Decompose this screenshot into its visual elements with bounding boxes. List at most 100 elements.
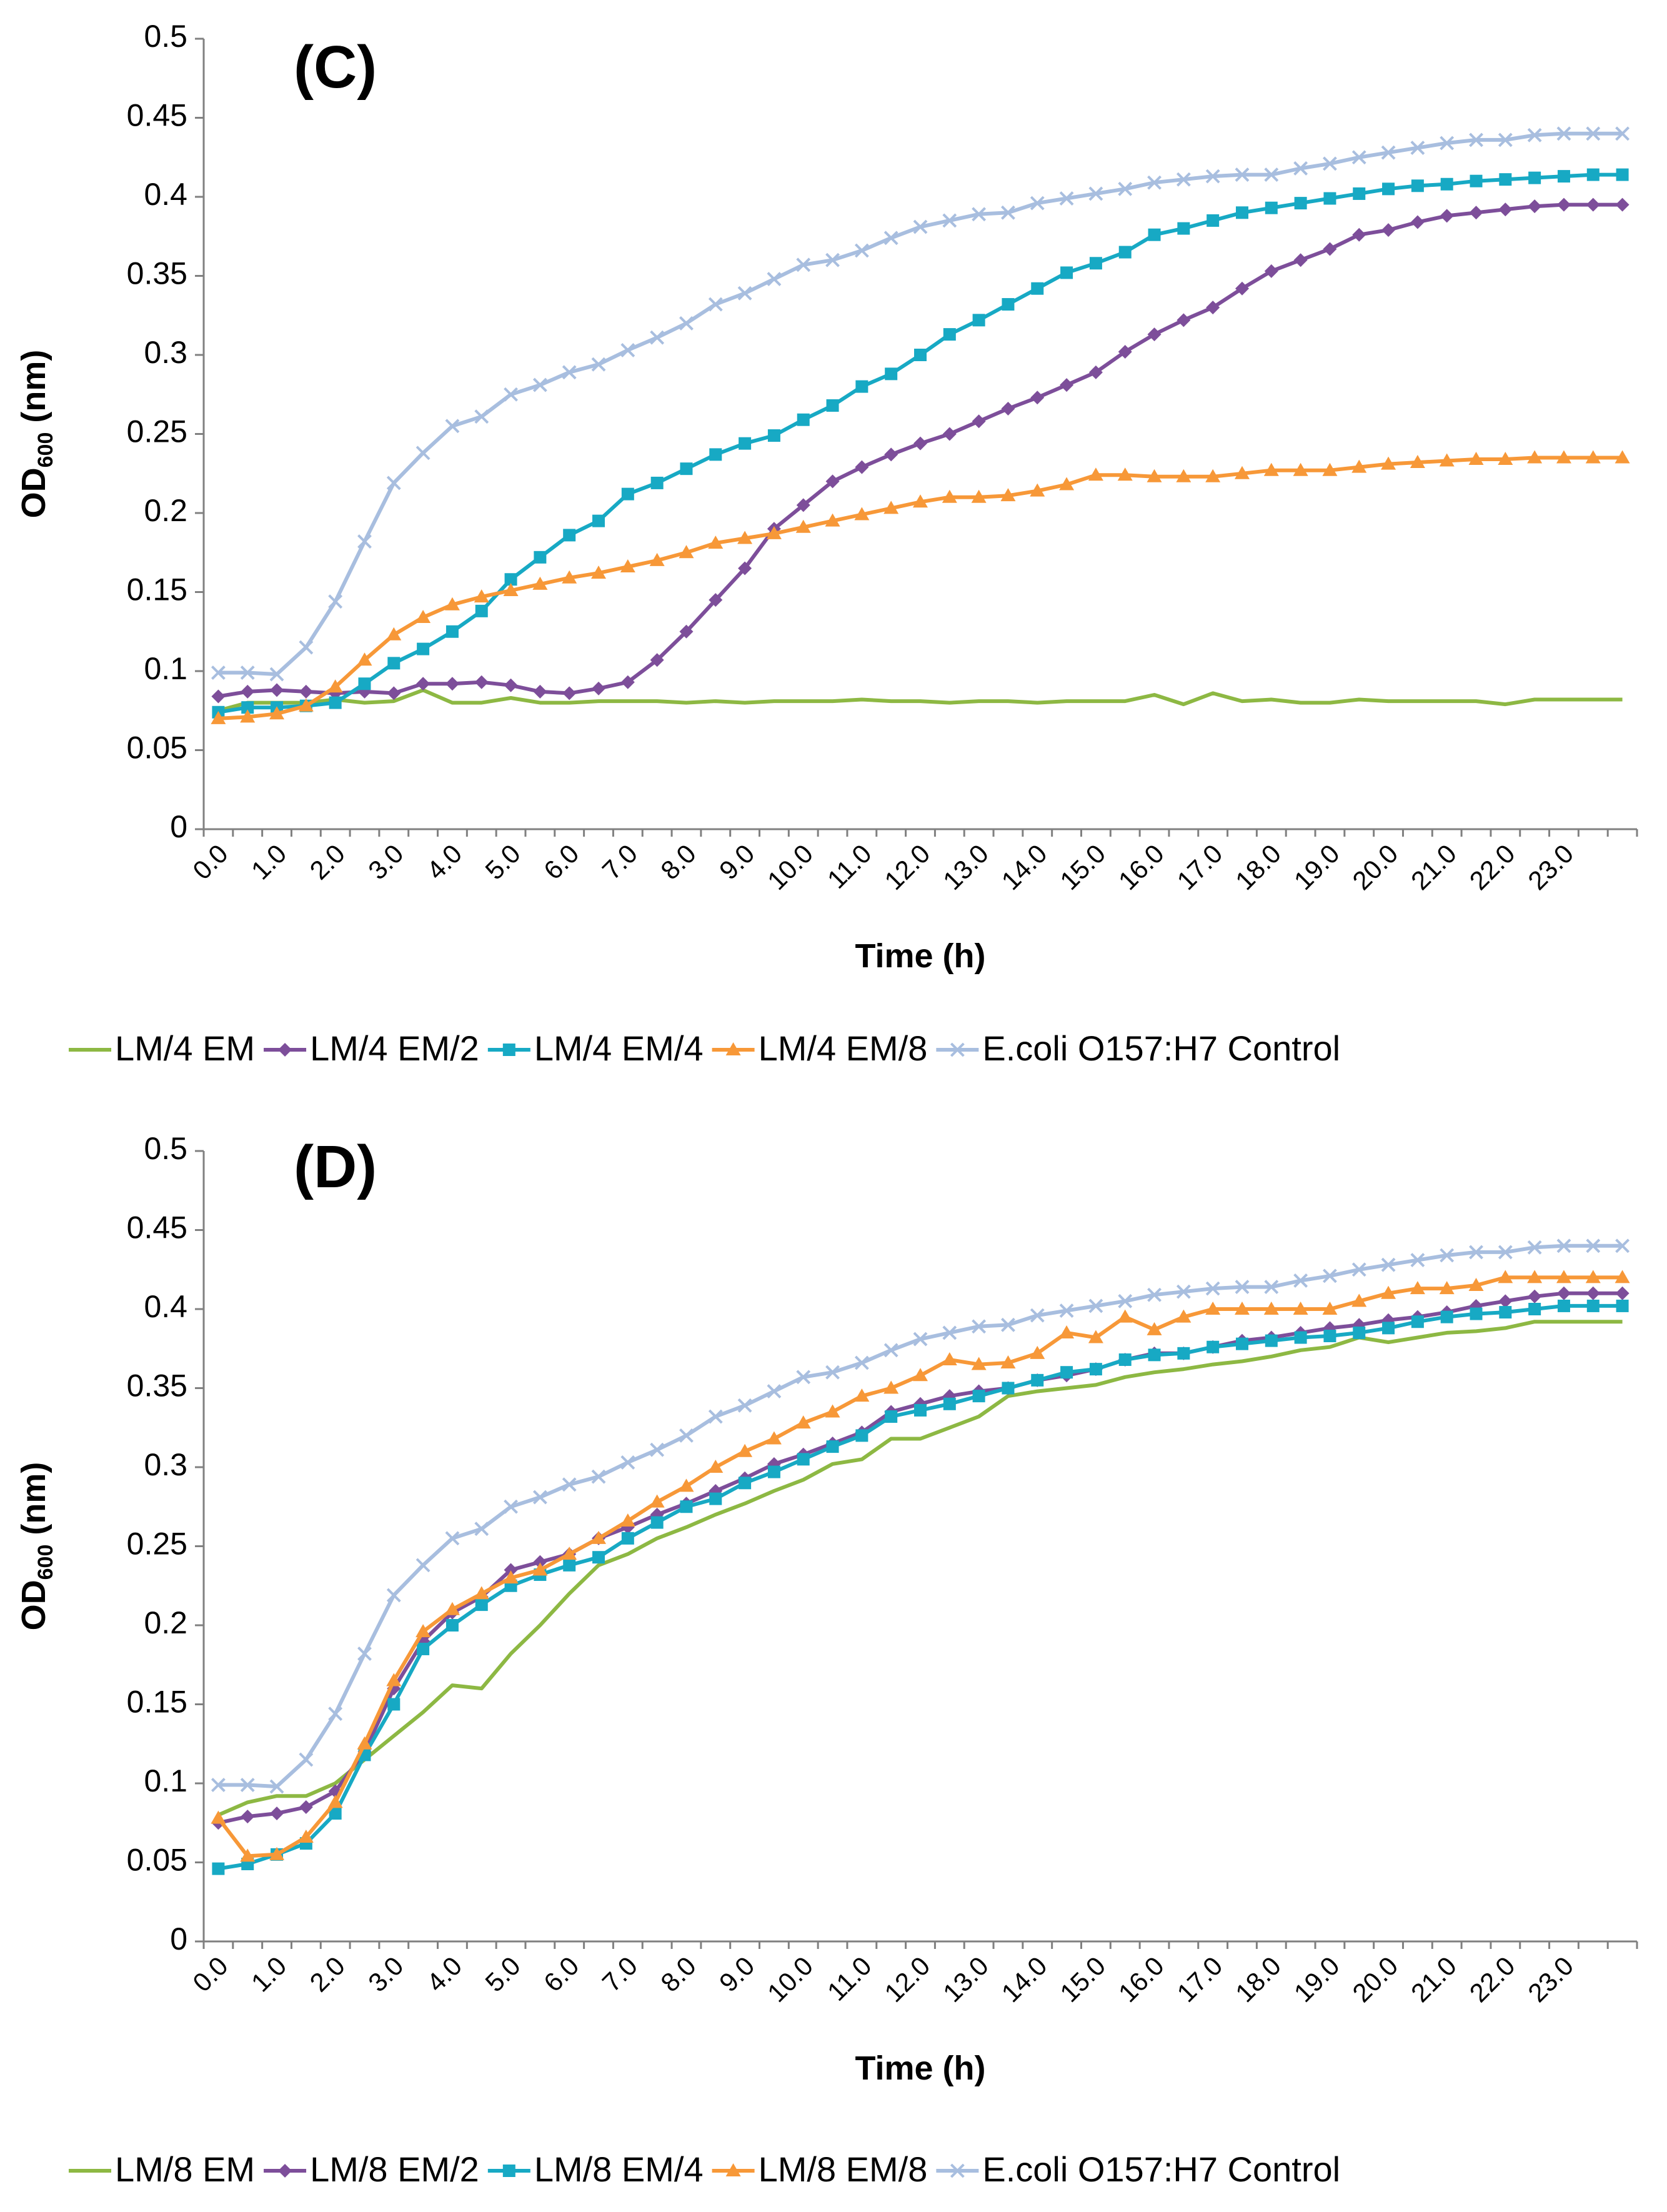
data-point bbox=[1293, 1302, 1308, 1315]
data-point bbox=[1615, 197, 1630, 212]
data-point bbox=[942, 427, 957, 441]
data-point bbox=[1002, 1382, 1015, 1395]
data-point bbox=[416, 1624, 431, 1638]
data-point bbox=[1089, 1363, 1102, 1376]
data-point bbox=[913, 1368, 928, 1382]
data-point bbox=[1235, 281, 1249, 296]
data-point bbox=[1030, 196, 1045, 211]
data-point bbox=[1498, 202, 1513, 217]
y-tick-label: 0.2 bbox=[144, 493, 187, 528]
data-point bbox=[1616, 1299, 1629, 1312]
data-point bbox=[767, 272, 782, 286]
series-3 bbox=[212, 1299, 1629, 1875]
data-point bbox=[971, 489, 987, 503]
data-point bbox=[1000, 488, 1016, 502]
data-point bbox=[1469, 1245, 1483, 1260]
data-point bbox=[386, 1588, 401, 1603]
data-point bbox=[444, 597, 460, 610]
data-point bbox=[1265, 1334, 1278, 1347]
data-point bbox=[649, 552, 665, 566]
data-point bbox=[1439, 453, 1455, 467]
x-tick-label: 21.0 bbox=[1405, 1951, 1462, 2008]
data-point bbox=[1585, 1270, 1601, 1283]
data-point bbox=[1440, 209, 1454, 223]
x-tick-label: 8.0 bbox=[655, 839, 702, 885]
data-point bbox=[241, 1810, 255, 1824]
x-tick-label: 19.0 bbox=[1288, 839, 1345, 895]
data-point bbox=[913, 1332, 928, 1347]
data-point bbox=[445, 1531, 460, 1546]
data-point bbox=[708, 1460, 724, 1473]
data-point bbox=[826, 399, 839, 412]
x-tick-label: 1.0 bbox=[246, 1951, 292, 1998]
data-point bbox=[592, 681, 606, 695]
data-point bbox=[1381, 1257, 1396, 1272]
data-point bbox=[1293, 1273, 1308, 1288]
data-point bbox=[270, 1806, 284, 1821]
data-point bbox=[1088, 467, 1103, 481]
legend-marker bbox=[278, 2164, 292, 2178]
data-point bbox=[1088, 1298, 1103, 1313]
data-point bbox=[211, 1810, 226, 1824]
data-point bbox=[1557, 1299, 1570, 1312]
data-point bbox=[504, 678, 518, 692]
data-point bbox=[444, 1602, 460, 1615]
data-point bbox=[650, 476, 664, 489]
data-point bbox=[357, 1647, 372, 1661]
data-point bbox=[795, 519, 811, 533]
x-tick-label: 16.0 bbox=[1113, 1951, 1170, 2008]
data-point bbox=[1586, 168, 1600, 181]
data-point bbox=[1468, 451, 1484, 465]
data-point bbox=[298, 1830, 314, 1843]
data-point bbox=[1206, 301, 1220, 315]
data-point bbox=[709, 593, 723, 607]
data-point bbox=[1147, 1287, 1162, 1302]
data-point bbox=[1235, 1337, 1248, 1350]
x-tick-label: 16.0 bbox=[1113, 839, 1170, 895]
data-point bbox=[386, 1673, 402, 1686]
x-tick-label: 23.0 bbox=[1522, 839, 1579, 895]
data-point bbox=[708, 297, 723, 312]
data-point bbox=[357, 1736, 372, 1750]
data-point bbox=[240, 665, 255, 680]
data-point bbox=[1263, 1302, 1279, 1315]
data-point bbox=[883, 501, 899, 514]
series-line bbox=[217, 688, 1623, 713]
x-tick-label: 6.0 bbox=[538, 839, 585, 885]
data-point bbox=[211, 689, 226, 704]
data-point bbox=[1118, 1353, 1132, 1366]
data-point bbox=[825, 252, 840, 267]
data-point bbox=[1176, 172, 1191, 187]
data-point bbox=[211, 665, 226, 680]
data-point bbox=[972, 414, 986, 429]
series-line bbox=[217, 1303, 1623, 1871]
data-point bbox=[913, 436, 927, 451]
data-point bbox=[1264, 1280, 1279, 1294]
data-point bbox=[562, 1477, 577, 1492]
data-point bbox=[445, 419, 460, 434]
data-point bbox=[1117, 1309, 1133, 1323]
data-point bbox=[1586, 1238, 1601, 1253]
data-point bbox=[329, 696, 342, 709]
data-point bbox=[1148, 1348, 1161, 1362]
legend-label: LM/8 EM/4 bbox=[534, 2150, 704, 2189]
data-point bbox=[1001, 402, 1015, 416]
data-point bbox=[914, 349, 927, 361]
data-point bbox=[1381, 1285, 1396, 1299]
legend-marker bbox=[725, 2163, 741, 2176]
y-tick-label: 0.45 bbox=[127, 1210, 187, 1245]
data-point bbox=[1117, 467, 1133, 481]
legend-item: LM/4 EM/2 bbox=[264, 1029, 479, 1068]
data-point bbox=[475, 604, 488, 617]
data-point bbox=[1323, 242, 1337, 256]
data-point bbox=[942, 213, 957, 228]
data-point bbox=[1002, 298, 1015, 311]
data-point bbox=[503, 1570, 519, 1584]
y-tick-label: 0.4 bbox=[144, 177, 187, 212]
data-point bbox=[620, 1455, 635, 1470]
data-point bbox=[1001, 205, 1015, 220]
data-point bbox=[1118, 344, 1132, 359]
x-tick-label: 7.0 bbox=[597, 839, 644, 885]
data-point bbox=[709, 448, 722, 461]
x-tick-label: 17.0 bbox=[1171, 839, 1228, 895]
